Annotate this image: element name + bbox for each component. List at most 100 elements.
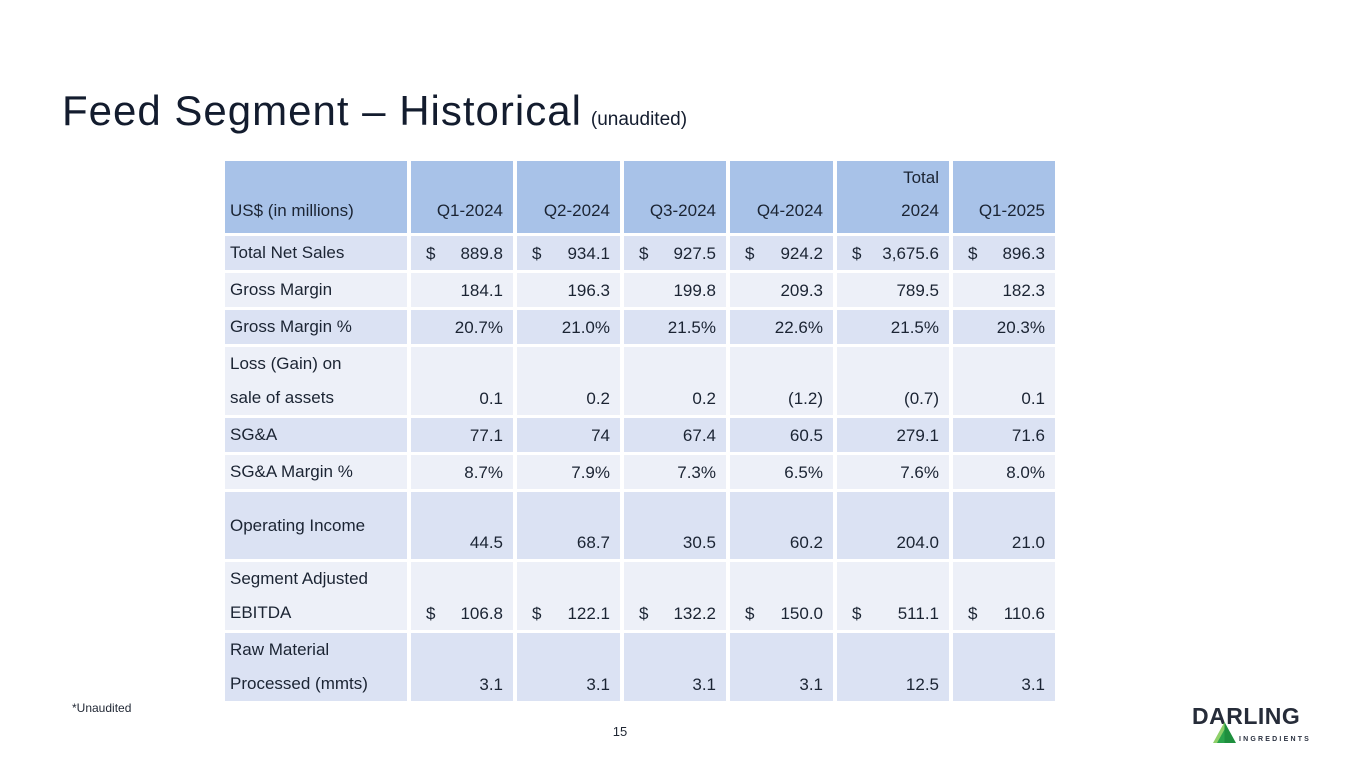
table-cell: 12.5 (837, 633, 953, 704)
page-title: Feed Segment – Historical (unaudited) (62, 87, 687, 135)
currency-symbol: $ (532, 244, 542, 263)
table-cell: 8.7% (411, 455, 517, 492)
logo-subtext: INGREDIENTS (1239, 736, 1312, 743)
table-cell: 182.3 (953, 273, 1055, 310)
cell-value: 924.2 (780, 244, 823, 263)
table-cell: 3.1 (517, 633, 624, 704)
currency-symbol: $ (968, 604, 978, 623)
title-text: Feed Segment – Historical (62, 87, 582, 134)
table-header-row: US$ (in millions) Q1-2024 Q2-2024 Q3-2024 Q4… (225, 161, 1055, 236)
row-label: Gross Margin % (225, 310, 411, 347)
table-cell: 279.1 (837, 418, 953, 455)
table-cell: 8.0% (953, 455, 1055, 492)
row-label: Operating Income (225, 492, 411, 562)
column-header: Total 2024 (837, 161, 953, 236)
table-row: Total Net Sales $889.8 $934.1 $927.5 $924.2 $… (225, 236, 1055, 273)
table-row: Raw Material Processed (mmts) 3.1 3.1 3.1 3.… (225, 633, 1055, 704)
table-cell: 0.1 (411, 347, 517, 418)
row-label: Total Net Sales (225, 236, 411, 273)
table-cell: 67.4 (624, 418, 730, 455)
column-header: Q3-2024 (624, 161, 730, 236)
table-cell: 68.7 (517, 492, 624, 562)
table-cell: 0.2 (624, 347, 730, 418)
table-cell: 204.0 (837, 492, 953, 562)
cell-value: 150.0 (780, 604, 823, 623)
column-header-label: US$ (in millions) (225, 161, 411, 236)
table-row: Gross Margin 184.1 196.3 199.8 209.3 789.5 182… (225, 273, 1055, 310)
currency-symbol: $ (426, 604, 436, 623)
row-label: Raw Material Processed (mmts) (225, 633, 411, 704)
currency-symbol: $ (639, 604, 649, 623)
table-cell: 789.5 (837, 273, 953, 310)
currency-symbol: $ (426, 244, 436, 263)
table-cell: 21.5% (624, 310, 730, 347)
table-cell: 21.0% (517, 310, 624, 347)
cell-value: 132.2 (673, 604, 716, 623)
column-header: Q2-2024 (517, 161, 624, 236)
table-cell: $889.8 (411, 236, 517, 273)
table-cell: $106.8 (411, 562, 517, 633)
cell-value: 889.8 (460, 244, 503, 263)
financial-table: US$ (in millions) Q1-2024 Q2-2024 Q3-2024 Q4… (225, 161, 1055, 704)
table-cell: $896.3 (953, 236, 1055, 273)
title-suffix-text: (unaudited) (590, 109, 688, 130)
table-cell: 7.6% (837, 455, 953, 492)
table-cell: (0.7) (837, 347, 953, 418)
table-cell: 3.1 (624, 633, 730, 704)
table-cell: $150.0 (730, 562, 837, 633)
table-cell: 3.1 (730, 633, 837, 704)
cell-value: 927.5 (673, 244, 716, 263)
table-cell: 184.1 (411, 273, 517, 310)
cell-value: 3,675.6 (882, 244, 939, 263)
row-label: SG&A Margin % (225, 455, 411, 492)
table-row: SG&A 77.1 74 67.4 60.5 279.1 71.6 (225, 418, 1055, 455)
table-cell: $934.1 (517, 236, 624, 273)
table-cell: $924.2 (730, 236, 837, 273)
table-cell: 6.5% (730, 455, 837, 492)
table-row: Segment Adjusted EBITDA $106.8 $122.1 $132.… (225, 562, 1055, 633)
currency-symbol: $ (852, 604, 862, 623)
currency-symbol: $ (532, 604, 542, 623)
table-cell: 7.9% (517, 455, 624, 492)
currency-symbol: $ (745, 604, 755, 623)
footnote: *Unaudited (72, 701, 132, 715)
logo-wordmark: DARLING (1192, 703, 1301, 729)
table-cell: 20.3% (953, 310, 1055, 347)
table-cell: $110.6 (953, 562, 1055, 633)
row-label: SG&A (225, 418, 411, 455)
cell-value: 110.6 (1003, 604, 1045, 623)
table-cell: 44.5 (411, 492, 517, 562)
table-cell: $132.2 (624, 562, 730, 633)
currency-symbol: $ (852, 244, 862, 263)
table-cell: 60.2 (730, 492, 837, 562)
table-cell: 196.3 (517, 273, 624, 310)
table-cell: 7.3% (624, 455, 730, 492)
table-cell: 71.6 (953, 418, 1055, 455)
column-header: Q1-2025 (953, 161, 1055, 236)
cell-value: 122.1 (567, 604, 610, 623)
column-header: Q4-2024 (730, 161, 837, 236)
table-cell: $122.1 (517, 562, 624, 633)
table-cell: 0.2 (517, 347, 624, 418)
table-cell: 77.1 (411, 418, 517, 455)
table-cell: 199.8 (624, 273, 730, 310)
table-row: SG&A Margin % 8.7% 7.9% 7.3% 6.5% 7.6% 8.0% (225, 455, 1055, 492)
table-cell: 60.5 (730, 418, 837, 455)
darling-ingredients-logo: DARLING INGREDIENTS (1192, 703, 1316, 753)
logo-triangle-icon (1213, 722, 1236, 743)
table-row: Gross Margin % 20.7% 21.0% 21.5% 22.6% 21.5% 2… (225, 310, 1055, 347)
table-cell: 0.1 (953, 347, 1055, 418)
row-label: Gross Margin (225, 273, 411, 310)
column-header: Q1-2024 (411, 161, 517, 236)
table-cell: $511.1 (837, 562, 953, 633)
page-number: 15 (612, 724, 628, 739)
currency-symbol: $ (968, 244, 978, 263)
table-cell: 3.1 (953, 633, 1055, 704)
table-cell: 22.6% (730, 310, 837, 347)
cell-value: 934.1 (567, 244, 610, 263)
table-row: Loss (Gain) on sale of assets 0.1 0.2 0.2 (1… (225, 347, 1055, 418)
table-cell: (1.2) (730, 347, 837, 418)
row-label: Loss (Gain) on sale of assets (225, 347, 411, 418)
table-row: Operating Income 44.5 68.7 30.5 60.2 204.0 21.… (225, 492, 1055, 562)
